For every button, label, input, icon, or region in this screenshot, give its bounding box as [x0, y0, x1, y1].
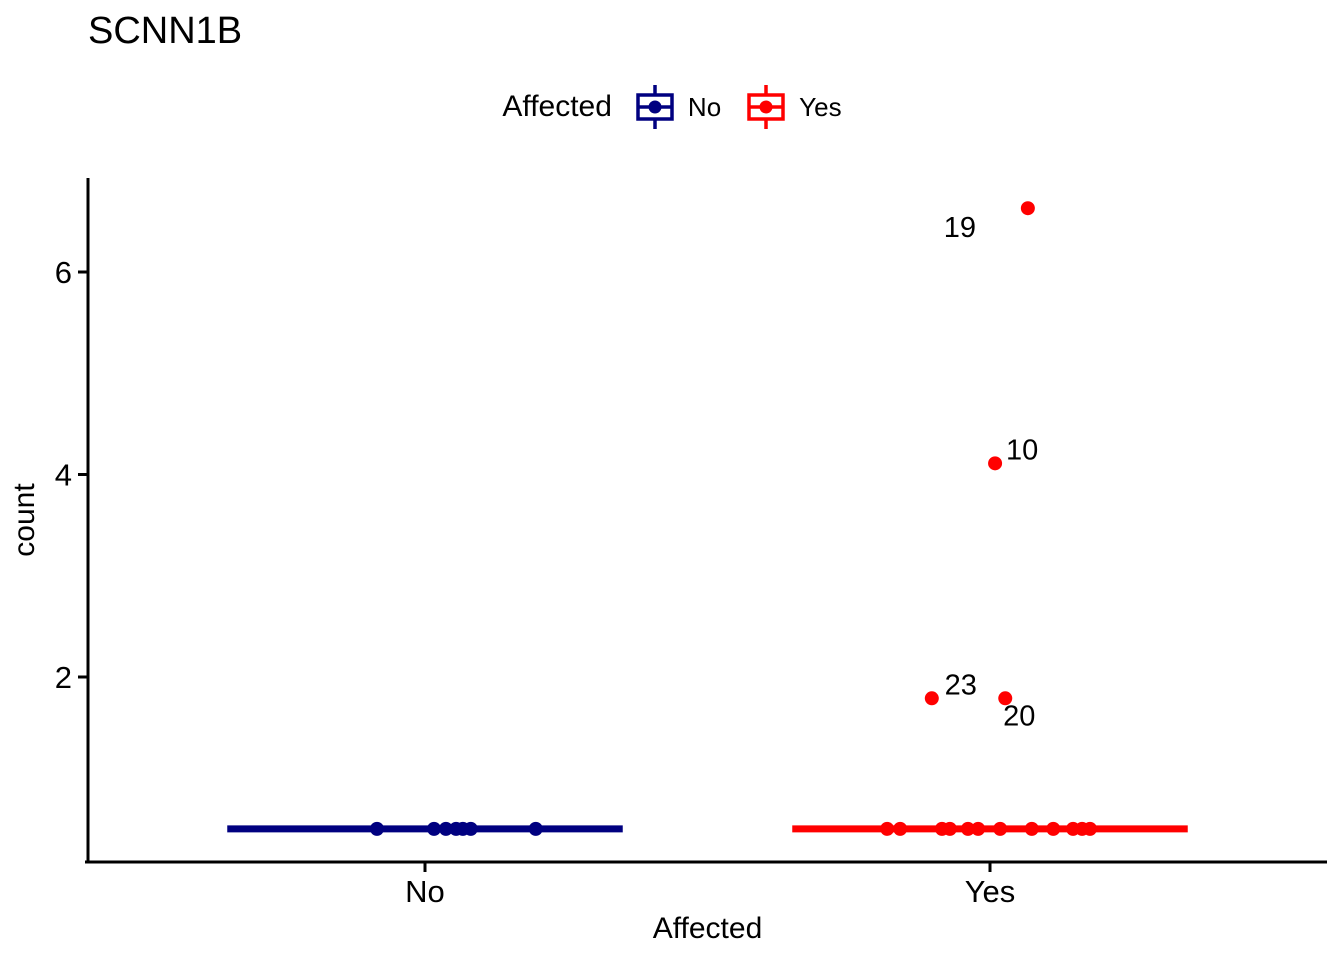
data-point — [427, 821, 442, 836]
boxplot-key-icon-yes — [747, 85, 785, 129]
outlier-point — [988, 456, 1003, 471]
legend-title: Affected — [502, 90, 612, 123]
legend: Affected No Yes — [0, 82, 1344, 132]
outlier-point — [1020, 201, 1035, 216]
outlier-label: 20 — [1003, 700, 1035, 732]
data-point — [993, 821, 1008, 836]
data-point — [438, 821, 453, 836]
data-point — [971, 821, 986, 836]
data-point — [1046, 821, 1061, 836]
legend-label-no: No — [687, 91, 722, 122]
y-axis-title: count — [8, 483, 41, 557]
chart-title: SCNN1B — [88, 10, 243, 52]
data-point — [880, 821, 895, 836]
outlier-label: 19 — [944, 212, 976, 244]
boxplot-key-icon-no — [636, 85, 674, 129]
outlier-point — [924, 691, 939, 706]
data-point — [369, 821, 384, 836]
x-tick-label: Yes — [965, 874, 1016, 909]
legend-label-yes: Yes — [799, 91, 842, 122]
outlier-point — [998, 691, 1013, 706]
outlier-label: 23 — [945, 669, 977, 701]
data-point — [463, 821, 478, 836]
y-tick-label: 6 — [55, 255, 72, 290]
legend-item-yes: Yes — [743, 83, 842, 131]
data-point — [1024, 821, 1039, 836]
data-point — [960, 821, 975, 836]
outlier-label: 10 — [1006, 434, 1038, 466]
data-point — [942, 821, 957, 836]
data-point — [528, 821, 543, 836]
x-tick-label: No — [405, 874, 445, 909]
y-tick-label: 2 — [55, 660, 72, 695]
data-point — [893, 821, 908, 836]
y-tick-label: 4 — [55, 458, 72, 493]
data-point — [1083, 821, 1098, 836]
legend-item-no: No — [632, 83, 721, 131]
x-axis-title: Affected — [653, 912, 763, 945]
